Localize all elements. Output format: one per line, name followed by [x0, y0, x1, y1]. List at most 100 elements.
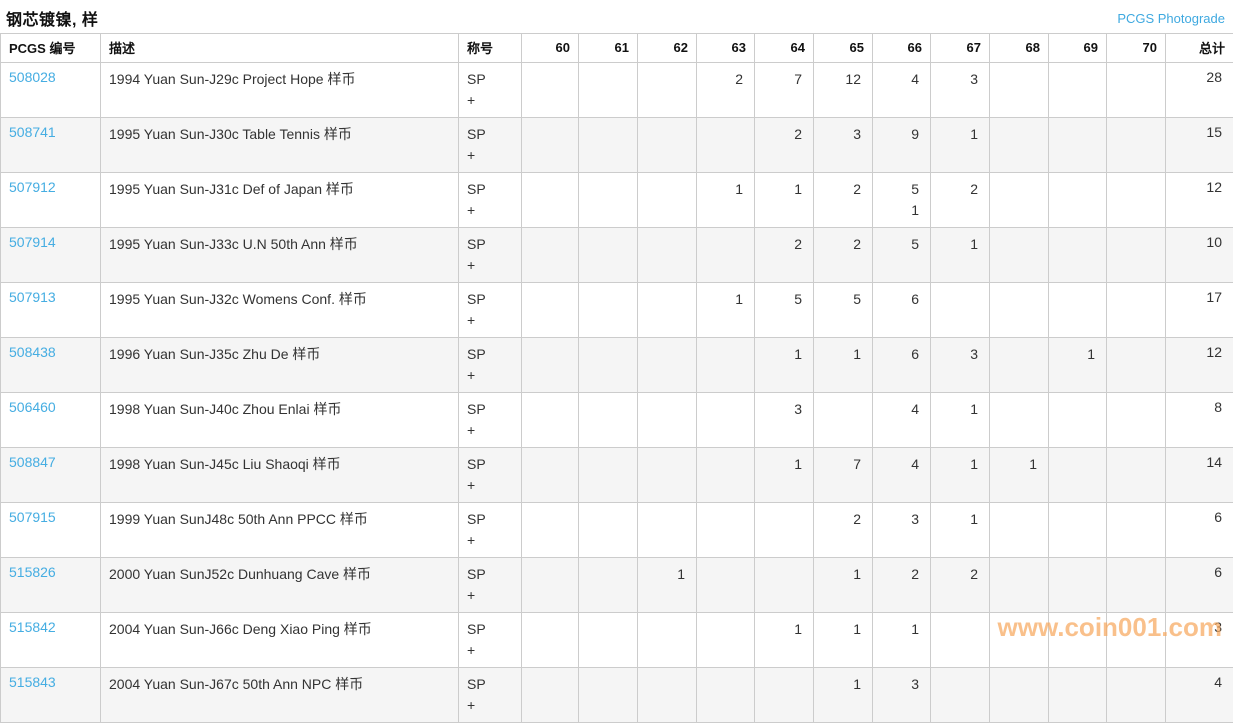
pcgs-number-link[interactable]: 508847	[9, 454, 56, 470]
sp-count	[705, 509, 743, 530]
grade-67-count: 2	[931, 558, 990, 613]
grade-65-count: 1	[814, 668, 873, 723]
designation-cell: SP+	[459, 613, 522, 668]
grade-69-count	[1049, 503, 1107, 558]
pcgs-number-link[interactable]: 507912	[9, 179, 56, 195]
total-count: 10	[1166, 228, 1233, 283]
grade-61-count	[579, 613, 638, 668]
sp-count	[1057, 289, 1095, 310]
sp-count	[998, 344, 1037, 365]
pcgs-number-link[interactable]: 515826	[9, 564, 56, 580]
sp-count: 1	[939, 399, 978, 420]
sp-count	[646, 454, 685, 475]
sp-count	[705, 234, 743, 255]
pcgs-number-link[interactable]: 515842	[9, 619, 56, 635]
grade-65-count: 1	[814, 338, 873, 393]
total-count: 17	[1166, 283, 1233, 338]
pcgs-number-cell: 507914	[1, 228, 101, 283]
sp-count	[530, 509, 567, 530]
sp-count	[587, 234, 626, 255]
pcgs-number-cell: 515843	[1, 668, 101, 723]
grade-67-count: 3	[931, 338, 990, 393]
sp-count: 2	[763, 124, 802, 145]
sp-count: 1	[939, 454, 978, 475]
sp-count	[587, 399, 626, 420]
pcgs-number-link[interactable]: 506460	[9, 399, 56, 415]
designation-cell: SP+	[459, 283, 522, 338]
grade-63-count	[697, 448, 755, 503]
sp-count: 1	[881, 619, 919, 640]
sp-count: 2	[939, 179, 978, 200]
sp-count: 1	[763, 179, 802, 200]
coin-description: 2000 Yuan SunJ52c Dunhuang Cave 样币	[101, 558, 459, 613]
designation-cell: SP+	[459, 118, 522, 173]
sp-count	[587, 179, 626, 200]
pcgs-number-link[interactable]: 508028	[9, 69, 56, 85]
designation-plus-label: +	[467, 420, 513, 441]
sp-count: 2	[822, 234, 861, 255]
population-table: PCGS 编号 描述 称号 60 61 62 63 64 65 66 67 68…	[0, 33, 1233, 723]
grade-69-count: 1	[1049, 338, 1107, 393]
coin-description: 1995 Yuan Sun-J33c U.N 50th Ann 样币	[101, 228, 459, 283]
sp-count	[646, 399, 685, 420]
grade-63-count: 1	[697, 283, 755, 338]
pcgs-number-link[interactable]: 508438	[9, 344, 56, 360]
grade-61-count	[579, 558, 638, 613]
pcgs-number-link[interactable]: 508741	[9, 124, 56, 140]
total-count: 6	[1166, 558, 1233, 613]
grade-64-count	[755, 503, 814, 558]
grade-63-count	[697, 558, 755, 613]
sp-count	[1057, 674, 1095, 695]
grade-62-count	[638, 503, 697, 558]
sp-count	[1115, 344, 1154, 365]
grade-62-count	[638, 63, 697, 118]
pcgs-number-link[interactable]: 515843	[9, 674, 56, 690]
sp-count	[705, 674, 743, 695]
sp-count: 2	[939, 564, 978, 585]
sp-count	[1057, 509, 1095, 530]
grade-66-count: 4	[873, 448, 931, 503]
pcgs-number-link[interactable]: 507914	[9, 234, 56, 250]
designation-cell: SP+	[459, 448, 522, 503]
sp-count: 1	[763, 344, 802, 365]
sp-count	[587, 344, 626, 365]
grade-65-count: 2	[814, 503, 873, 558]
grade-64-count: 5	[755, 283, 814, 338]
grade-63-count: 2	[697, 63, 755, 118]
sp-count	[587, 564, 626, 585]
sp-count: 2	[705, 69, 743, 90]
sp-count: 1	[822, 619, 861, 640]
sp-count	[998, 289, 1037, 310]
grade-65-count: 1	[814, 613, 873, 668]
grade-69-count	[1049, 393, 1107, 448]
sp-count	[705, 564, 743, 585]
grade-68-count	[990, 338, 1049, 393]
grade-63-count	[697, 118, 755, 173]
sp-count	[646, 69, 685, 90]
total-count: 28	[1166, 63, 1233, 118]
sp-count	[530, 289, 567, 310]
grade-66-count: 6	[873, 283, 931, 338]
sp-count	[530, 619, 567, 640]
plus-count: 1	[881, 200, 919, 221]
sp-count: 7	[763, 69, 802, 90]
total-count: 3	[1166, 613, 1233, 668]
sp-count	[1057, 234, 1095, 255]
grade-70-count	[1107, 613, 1166, 668]
grade-64-count: 7	[755, 63, 814, 118]
grade-62-count	[638, 668, 697, 723]
grade-65-count: 1	[814, 558, 873, 613]
grade-61-count	[579, 63, 638, 118]
sp-count: 1	[822, 344, 861, 365]
sp-count	[998, 564, 1037, 585]
sp-count: 2	[881, 564, 919, 585]
sp-count: 2	[763, 234, 802, 255]
designation-sp-label: SP	[467, 564, 513, 585]
pcgs-number-link[interactable]: 507913	[9, 289, 56, 305]
page-title: 钢芯镀镍, 样	[6, 6, 98, 30]
pcgs-number-link[interactable]: 507915	[9, 509, 56, 525]
photograde-link[interactable]: PCGS Photograde	[1117, 11, 1225, 26]
